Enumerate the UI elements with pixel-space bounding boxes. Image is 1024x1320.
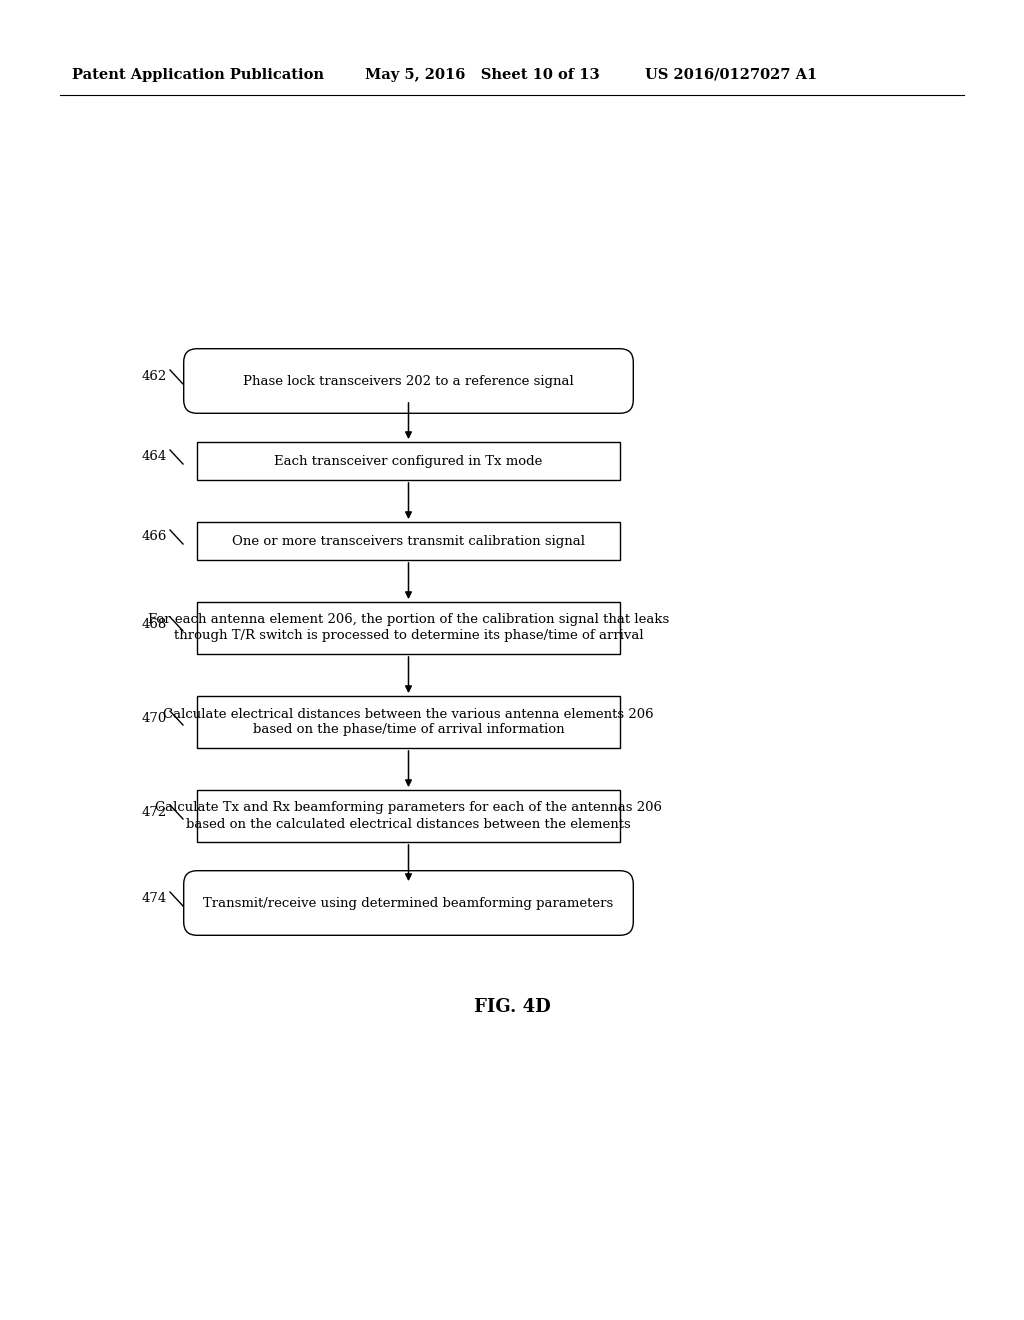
Text: Calculate electrical distances between the various antenna elements 206: Calculate electrical distances between t… [163,708,653,721]
Text: 474: 474 [141,892,167,906]
Text: Each transceiver configured in Tx mode: Each transceiver configured in Tx mode [274,454,543,467]
FancyBboxPatch shape [197,521,620,560]
Text: 470: 470 [141,711,167,725]
Text: May 5, 2016   Sheet 10 of 13: May 5, 2016 Sheet 10 of 13 [365,69,600,82]
Text: Calculate Tx and Rx beamforming parameters for each of the antennas 206: Calculate Tx and Rx beamforming paramete… [155,801,662,814]
Text: based on the phase/time of arrival information: based on the phase/time of arrival infor… [253,723,564,737]
FancyBboxPatch shape [197,442,620,480]
FancyBboxPatch shape [197,789,620,842]
Text: 462: 462 [141,371,167,384]
Text: 472: 472 [141,805,167,818]
FancyBboxPatch shape [197,696,620,748]
Text: One or more transceivers transmit calibration signal: One or more transceivers transmit calibr… [232,535,585,548]
FancyBboxPatch shape [183,871,633,936]
Text: 468: 468 [141,618,167,631]
Text: Transmit/receive using determined beamforming parameters: Transmit/receive using determined beamfo… [204,896,613,909]
Text: For each antenna element 206, the portion of the calibration signal that leaks: For each antenna element 206, the portio… [147,614,669,627]
Text: FIG. 4D: FIG. 4D [474,998,550,1016]
Text: Patent Application Publication: Patent Application Publication [72,69,324,82]
FancyBboxPatch shape [183,348,633,413]
Text: US 2016/0127027 A1: US 2016/0127027 A1 [645,69,817,82]
FancyBboxPatch shape [197,602,620,653]
Text: Phase lock transceivers 202 to a reference signal: Phase lock transceivers 202 to a referen… [243,375,573,388]
Text: through T/R switch is processed to determine its phase/time of arrival: through T/R switch is processed to deter… [174,630,643,643]
Text: 464: 464 [141,450,167,463]
Text: 466: 466 [141,531,167,544]
Text: based on the calculated electrical distances between the elements: based on the calculated electrical dista… [186,817,631,830]
